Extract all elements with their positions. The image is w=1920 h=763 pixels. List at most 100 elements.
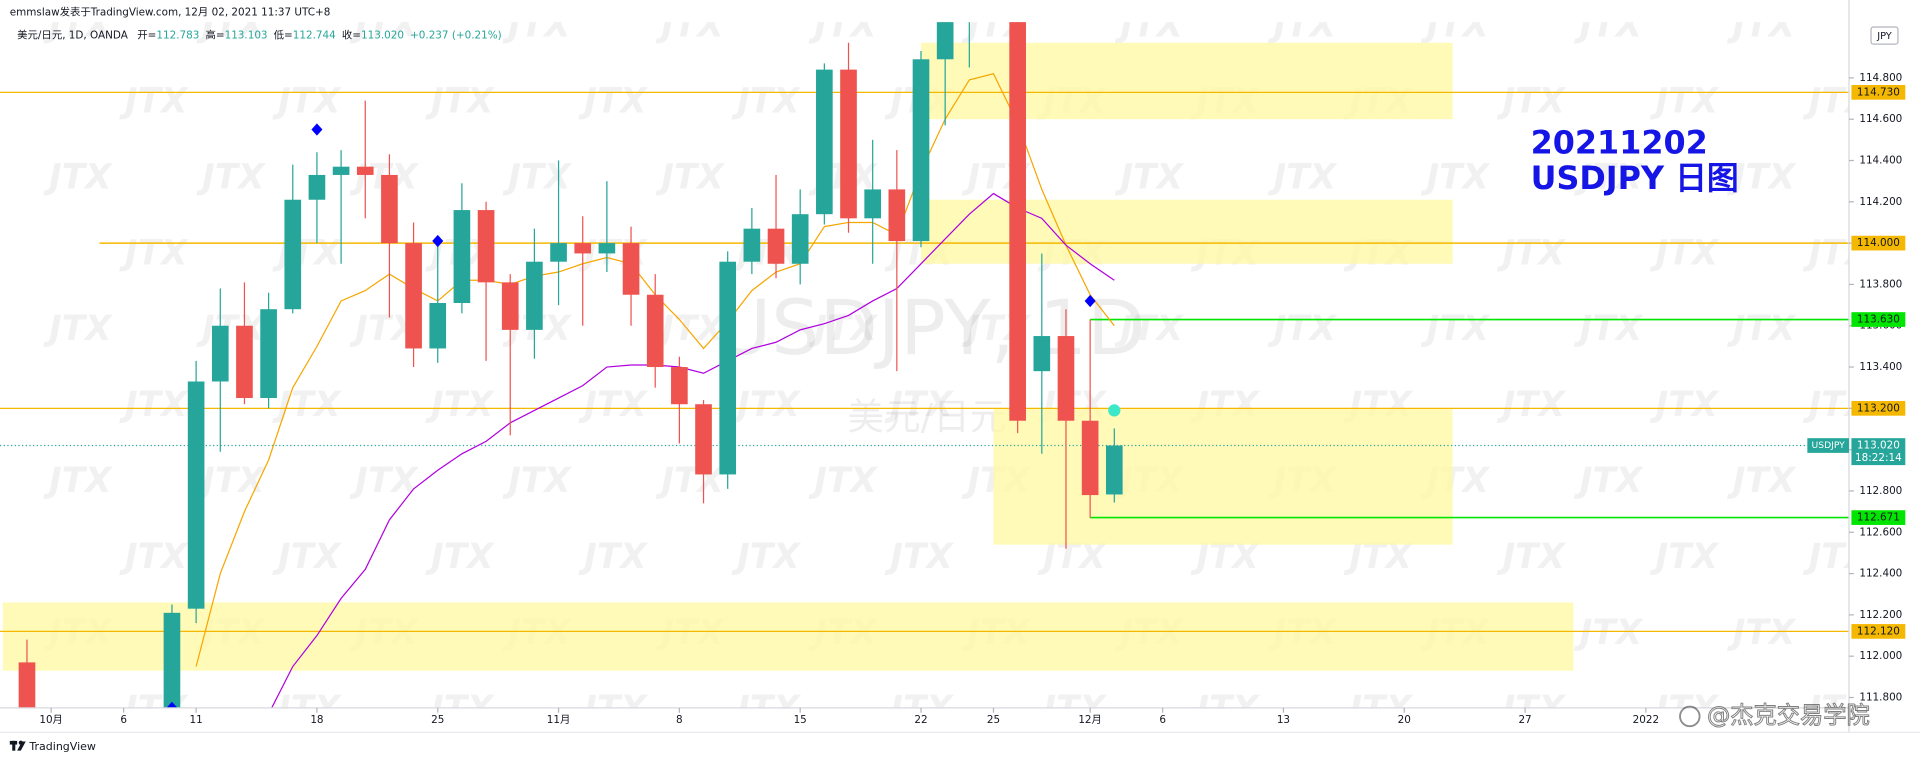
signal-marker <box>166 701 178 708</box>
watermark: JTX <box>1190 689 1260 729</box>
candle-body <box>429 303 447 349</box>
x-tick-label: 25 <box>987 714 1000 726</box>
level-label-box <box>1851 510 1906 525</box>
y-tick-label: 114.400 <box>1859 154 1902 166</box>
countdown: 18:22:14 <box>1855 452 1902 464</box>
candle-body <box>526 261 543 330</box>
level-label-box <box>1851 235 1906 251</box>
watermark: JTX <box>884 689 954 729</box>
watermark: JTX <box>502 461 572 501</box>
watermark: JTX <box>884 385 954 425</box>
watermark: JTX <box>43 157 113 197</box>
level-label-box <box>1851 84 1906 100</box>
y-tick-label: 112.200 <box>1859 609 1902 621</box>
watermark: JTX <box>731 385 801 425</box>
watermark: JTX <box>119 537 189 577</box>
currency-box[interactable] <box>1870 26 1899 45</box>
candle-body <box>308 174 326 200</box>
symbol-info: 美元/日元, 1D, OANDA <box>17 29 129 42</box>
watermark: JTX <box>655 309 725 349</box>
watermark: JTX <box>1267 157 1337 197</box>
y-tick-label: 114.800 <box>1859 72 1902 84</box>
zone <box>921 199 1453 264</box>
watermark: JTX <box>1421 6 1491 46</box>
watermark: JTX <box>272 81 342 121</box>
candle-body <box>598 243 616 254</box>
watermark: JTX <box>1574 461 1644 501</box>
watermark: JTX <box>1803 81 1873 121</box>
watermark: JTX <box>349 6 419 46</box>
axes: 111.800 112.000 112.200 112.400 112.600 112.8… <box>39 72 1906 726</box>
y-tick-label: 112.000 <box>1859 650 1902 662</box>
candle-body <box>840 69 857 219</box>
x-tick-label: 12月 <box>1078 714 1102 726</box>
watermark: JTX <box>272 689 342 729</box>
candle-body <box>163 612 181 708</box>
watermark: JTX <box>655 461 725 501</box>
x-tick-label: 11 <box>190 714 203 726</box>
last-price-label: 113.020 <box>1857 440 1900 452</box>
candle-body <box>743 228 761 262</box>
watermark: JTX <box>1650 81 1720 121</box>
watermark: JTX <box>655 157 725 197</box>
watermark: JTX <box>1803 689 1873 729</box>
zone <box>2 602 1574 671</box>
watermark: JTX <box>196 157 266 197</box>
watermark: JTX <box>731 537 801 577</box>
candle-body <box>574 243 592 254</box>
watermark: JTX <box>731 689 801 729</box>
plot-area <box>0 22 1849 708</box>
candle-body <box>695 404 712 475</box>
moving-average <box>271 192 1115 708</box>
x-tick-label: 13 <box>1277 714 1290 726</box>
watermark: JTX <box>502 157 572 197</box>
currency-label[interactable]: JPY <box>1876 31 1892 42</box>
change: +0.237 (+0.21%) <box>410 30 502 42</box>
watermark: JTX <box>1650 689 1720 729</box>
ohlc-value: 112.744 <box>293 30 336 42</box>
description-watermark: 美元/日元 <box>847 395 1006 438</box>
x-tick-label: 15 <box>794 714 807 726</box>
candle-body <box>550 243 567 262</box>
watermark: JTX <box>578 385 648 425</box>
watermark: JTX <box>1727 309 1797 349</box>
level-label-box <box>1851 400 1906 416</box>
watermark: JTX <box>425 689 495 729</box>
zone <box>993 408 1453 545</box>
candle-body <box>912 59 930 242</box>
candle-body <box>1009 22 1026 421</box>
watermark: JTX <box>808 461 878 501</box>
watermark: JTX <box>1114 6 1184 46</box>
candle-body <box>501 282 519 330</box>
watermark: JTX <box>196 461 266 501</box>
level-label-box <box>1851 624 1906 639</box>
watermark: JTX <box>196 309 266 349</box>
x-tick-label: 2022 <box>1633 714 1659 726</box>
watermark: JTX <box>1574 6 1644 46</box>
watermark: JTX <box>1727 613 1797 653</box>
candle-body <box>622 243 640 295</box>
y-tick-label: 113.400 <box>1859 361 1902 373</box>
watermark: JTX <box>1650 233 1720 273</box>
candle-body <box>477 210 495 283</box>
publisher-line: emmslaw发表于TradingView.com, 12月 02, 2021 … <box>10 5 331 18</box>
watermark: JTX <box>272 537 342 577</box>
watermark: JTX <box>1496 385 1566 425</box>
watermark: JTX <box>1421 309 1491 349</box>
watermark: JTX <box>119 81 189 121</box>
ohlc-label: 开= <box>137 30 156 42</box>
watermark: JTX <box>425 537 495 577</box>
candle-body <box>719 261 737 475</box>
annotation-title: USDJPY 日图 <box>1531 159 1739 197</box>
candle-body <box>1057 336 1075 421</box>
symbol-watermark: USDJPY, 1D <box>716 284 1146 372</box>
candle-body <box>356 166 374 175</box>
candle-body <box>1033 336 1051 372</box>
watermark: JTX <box>1496 81 1566 121</box>
x-tick-label: 6 <box>1159 714 1166 726</box>
candle-body <box>936 22 954 60</box>
watermark: JTX <box>1803 385 1873 425</box>
level-label: 112.120 <box>1857 625 1900 637</box>
brand-name: TradingView <box>28 740 96 753</box>
x-tick-label: 27 <box>1518 714 1531 726</box>
